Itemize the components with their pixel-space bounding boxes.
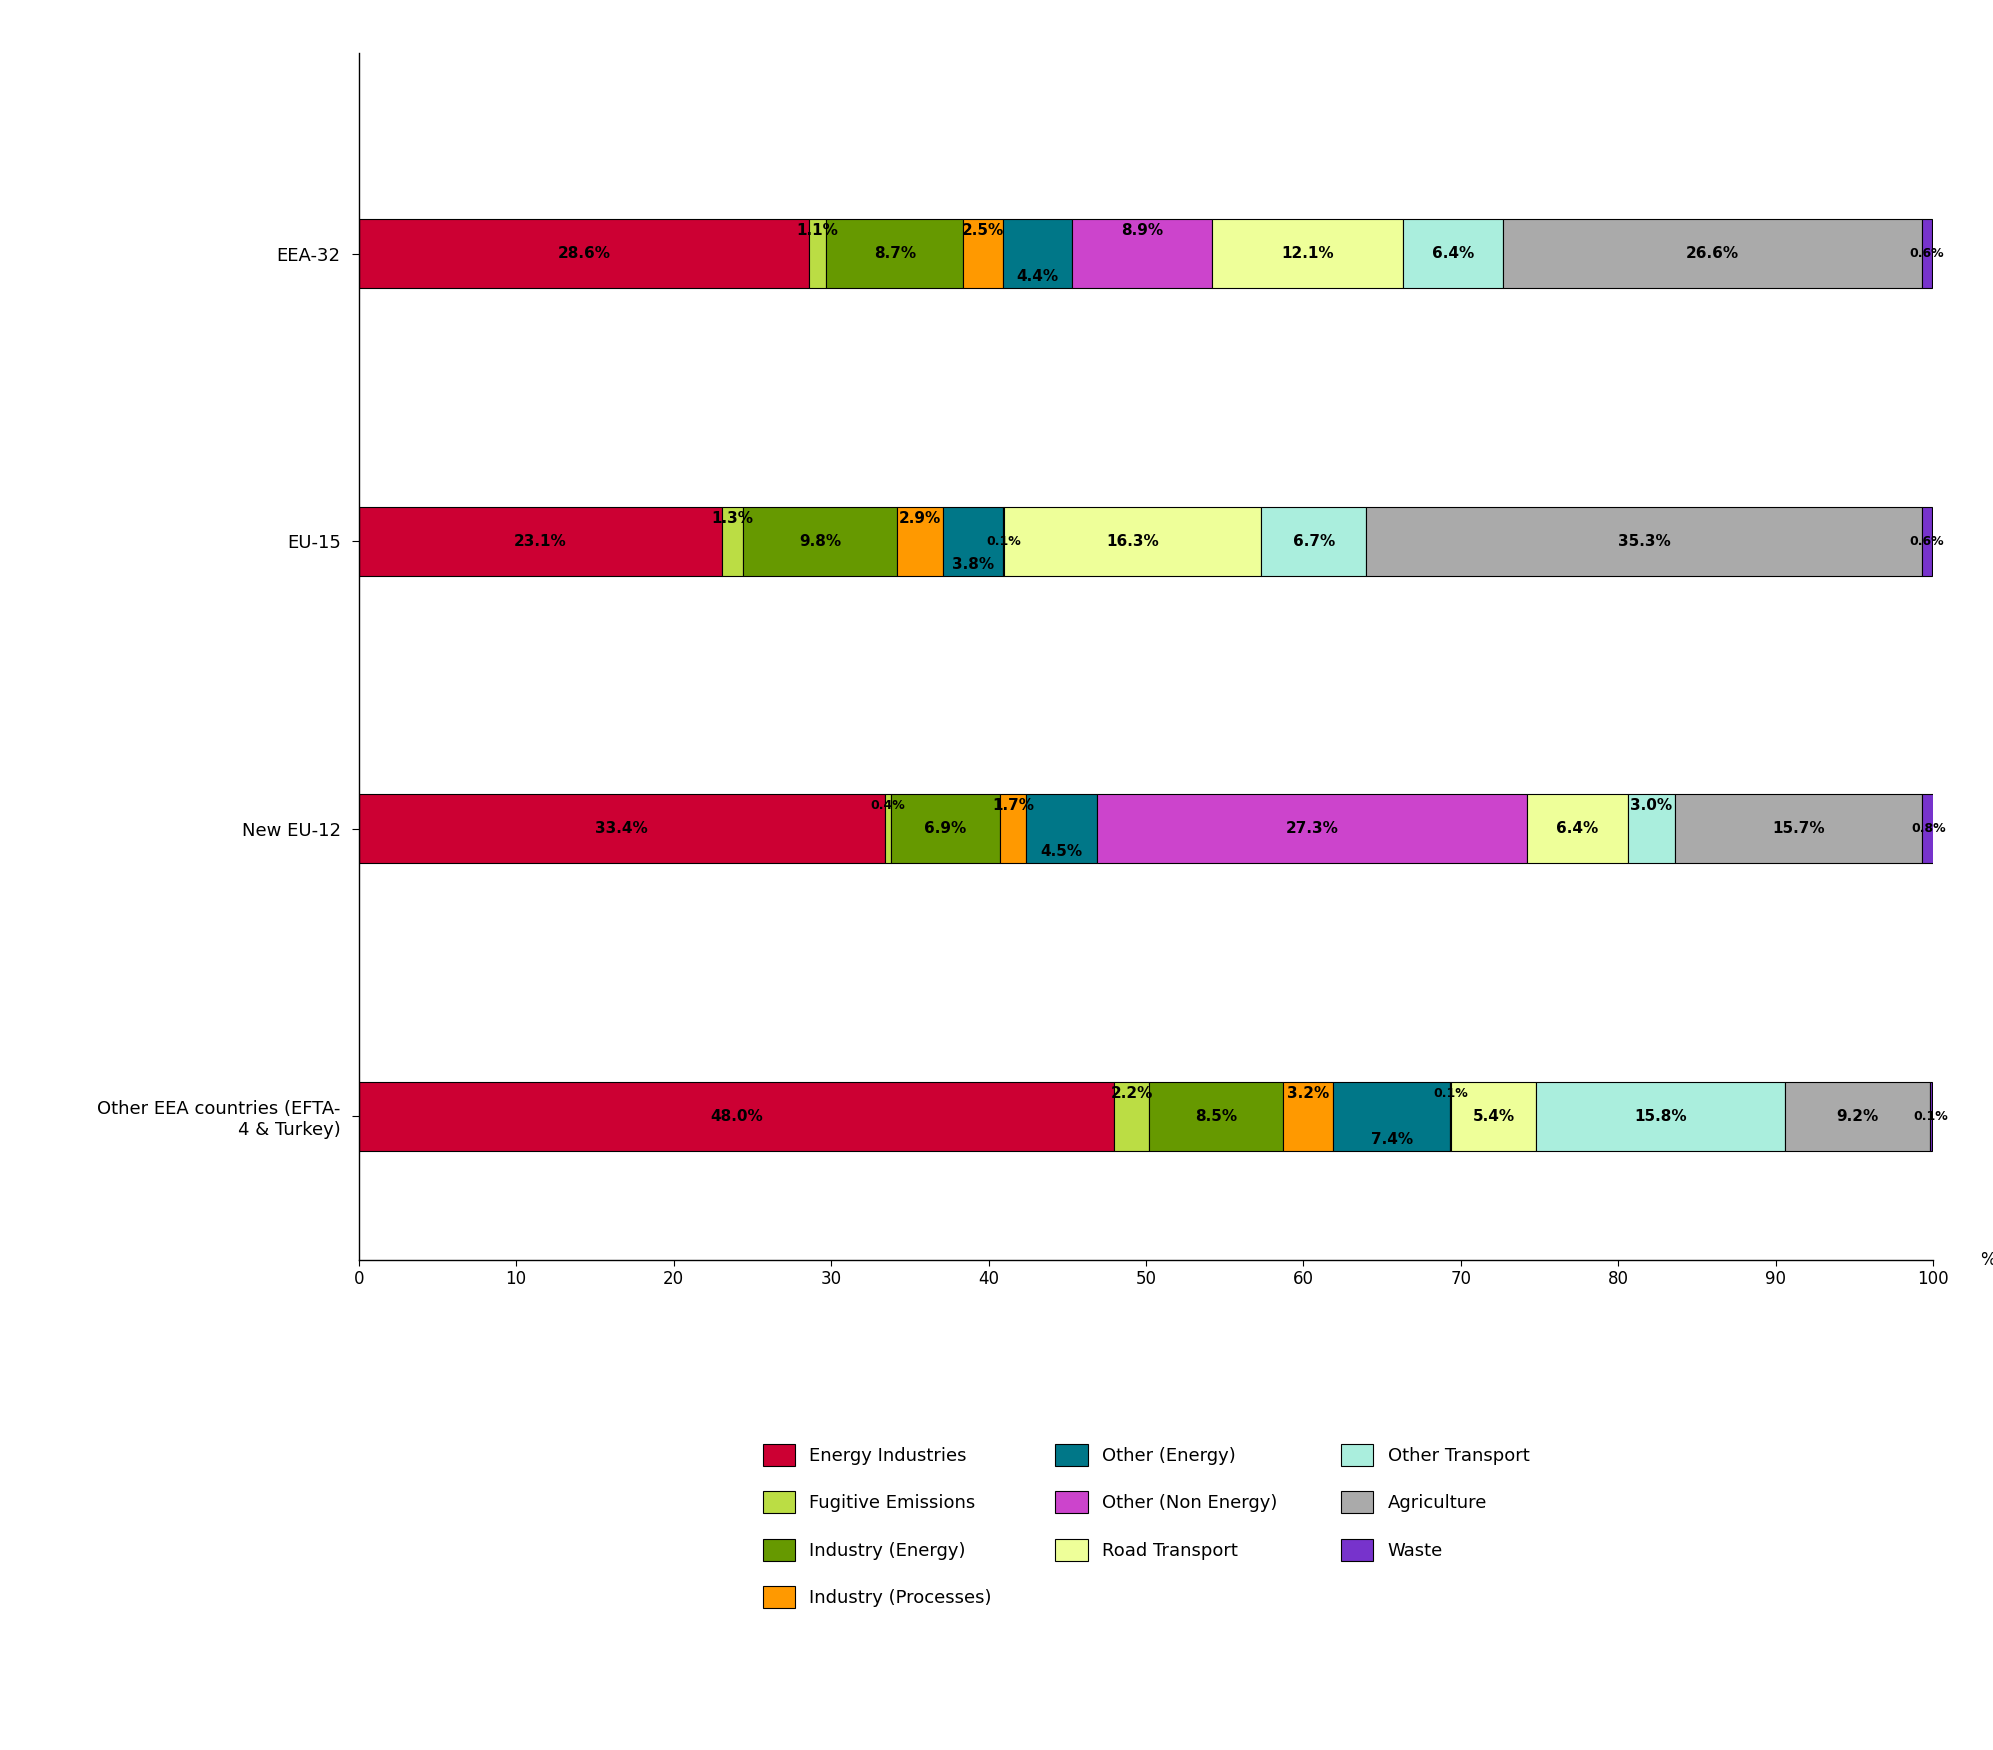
- Text: 1.1%: 1.1%: [797, 224, 839, 238]
- Bar: [359, 219, 809, 289]
- Bar: [827, 219, 963, 289]
- Bar: [1002, 219, 1072, 289]
- Text: 6.9%: 6.9%: [925, 821, 967, 836]
- Text: 26.6%: 26.6%: [1686, 247, 1740, 261]
- Text: 2.5%: 2.5%: [963, 224, 1004, 238]
- Text: 27.3%: 27.3%: [1285, 821, 1339, 836]
- Text: 12.1%: 12.1%: [1281, 247, 1333, 261]
- Bar: [743, 507, 897, 576]
- Text: 35.3%: 35.3%: [1618, 534, 1670, 550]
- Bar: [1674, 794, 1921, 863]
- Bar: [1098, 794, 1527, 863]
- Bar: [1026, 794, 1098, 863]
- Text: 1.3%: 1.3%: [712, 511, 753, 527]
- Bar: [943, 507, 1002, 576]
- Text: 28.6%: 28.6%: [558, 247, 610, 261]
- Text: 0.4%: 0.4%: [871, 800, 905, 812]
- Bar: [721, 507, 743, 576]
- Bar: [963, 219, 1002, 289]
- Text: 0.1%: 0.1%: [987, 536, 1020, 548]
- Text: 9.2%: 9.2%: [1836, 1110, 1879, 1124]
- Bar: [891, 794, 1000, 863]
- Bar: [1283, 1082, 1333, 1152]
- Text: 6.4%: 6.4%: [1431, 247, 1475, 261]
- Bar: [1628, 794, 1674, 863]
- Text: 5.4%: 5.4%: [1473, 1110, 1515, 1124]
- Text: 15.7%: 15.7%: [1772, 821, 1826, 836]
- Bar: [359, 1082, 1114, 1152]
- Text: %: %: [1981, 1251, 1993, 1269]
- Bar: [1114, 1082, 1150, 1152]
- Bar: [359, 794, 885, 863]
- Bar: [1921, 794, 1935, 863]
- Bar: [1262, 507, 1367, 576]
- Text: 9.8%: 9.8%: [799, 534, 841, 550]
- Text: 4.4%: 4.4%: [1016, 270, 1058, 284]
- Text: 23.1%: 23.1%: [514, 534, 566, 550]
- Text: 0.6%: 0.6%: [1909, 247, 1945, 261]
- Bar: [1212, 219, 1403, 289]
- Text: 0.8%: 0.8%: [1911, 822, 1945, 835]
- Text: 0.1%: 0.1%: [1913, 1110, 1949, 1124]
- Text: 6.4%: 6.4%: [1557, 821, 1598, 836]
- Bar: [1527, 794, 1628, 863]
- Bar: [1451, 1082, 1537, 1152]
- Bar: [809, 219, 827, 289]
- Text: 16.3%: 16.3%: [1106, 534, 1160, 550]
- Text: 33.4%: 33.4%: [596, 821, 648, 836]
- Bar: [1503, 219, 1921, 289]
- Legend: Energy Industries, Fugitive Emissions, Industry (Energy), Industry (Processes), : Energy Industries, Fugitive Emissions, I…: [745, 1426, 1547, 1626]
- Bar: [1921, 507, 1931, 576]
- Text: 3.2%: 3.2%: [1287, 1087, 1329, 1101]
- Text: 1.7%: 1.7%: [993, 798, 1034, 814]
- Text: 8.9%: 8.9%: [1120, 224, 1164, 238]
- Text: 0.6%: 0.6%: [1909, 536, 1945, 548]
- Text: 8.7%: 8.7%: [873, 247, 917, 261]
- Bar: [1150, 1082, 1283, 1152]
- Bar: [1921, 219, 1931, 289]
- Bar: [1072, 219, 1212, 289]
- Text: 2.2%: 2.2%: [1110, 1087, 1154, 1101]
- Text: 2.9%: 2.9%: [899, 511, 941, 527]
- Bar: [1000, 794, 1026, 863]
- Bar: [1333, 1082, 1449, 1152]
- Bar: [1537, 1082, 1786, 1152]
- Bar: [1004, 507, 1262, 576]
- Bar: [897, 507, 943, 576]
- Bar: [1367, 507, 1921, 576]
- Text: 0.1%: 0.1%: [1433, 1087, 1469, 1101]
- Text: 7.4%: 7.4%: [1371, 1132, 1413, 1146]
- Text: 15.8%: 15.8%: [1634, 1110, 1688, 1124]
- Text: 6.7%: 6.7%: [1293, 534, 1335, 550]
- Bar: [1786, 1082, 1929, 1152]
- Bar: [1403, 219, 1503, 289]
- Text: 4.5%: 4.5%: [1040, 844, 1082, 859]
- Text: 48.0%: 48.0%: [710, 1110, 763, 1124]
- Text: 8.5%: 8.5%: [1196, 1110, 1238, 1124]
- Bar: [359, 507, 721, 576]
- Bar: [885, 794, 891, 863]
- Text: 3.8%: 3.8%: [953, 556, 995, 572]
- Text: 3.0%: 3.0%: [1630, 798, 1672, 814]
